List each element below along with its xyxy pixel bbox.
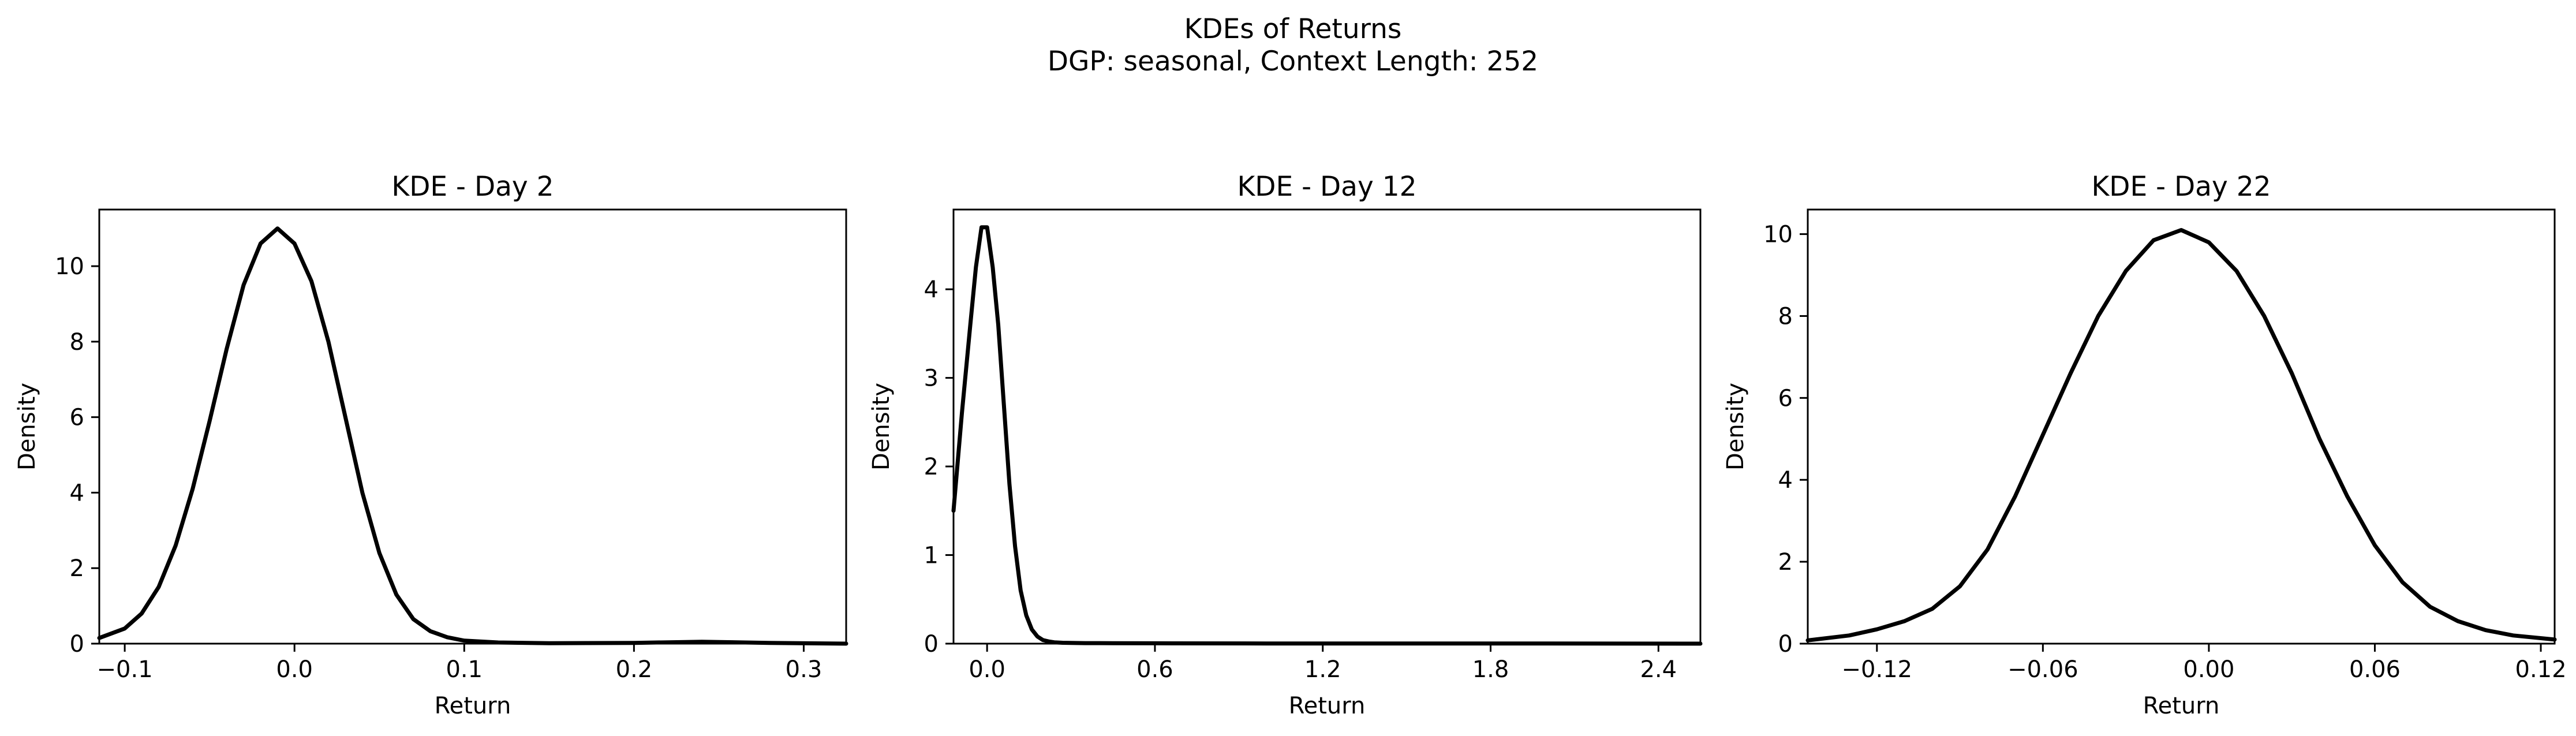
panel-title: KDE - Day 12 (1237, 171, 1416, 203)
y-tick-label: 4 (70, 480, 84, 506)
y-tick-label: 0 (1778, 631, 1793, 657)
x-tick-label: 0.3 (786, 656, 822, 683)
x-axis-label: Return (435, 693, 511, 719)
x-tick-label: 1.2 (1304, 656, 1341, 683)
x-tick-label: 0.12 (2515, 656, 2567, 683)
x-tick-label: 0.6 (1136, 656, 1173, 683)
y-tick-label: 2 (70, 555, 84, 582)
y-tick-label: 1 (924, 543, 939, 569)
y-tick-label: 6 (70, 405, 84, 431)
y-tick-label: 8 (1778, 303, 1793, 330)
y-tick-label: 4 (924, 277, 939, 303)
x-tick-label: 0.0 (969, 656, 1005, 683)
figure-title-line1: KDEs of Returns (1184, 13, 1402, 45)
y-tick-label: 0 (924, 631, 939, 657)
x-tick-label: 0.1 (446, 656, 483, 683)
x-tick-label: 0.0 (276, 656, 313, 683)
axes-frame (952, 208, 1702, 645)
y-tick-label: 2 (1778, 549, 1793, 576)
axes-frame (98, 208, 847, 645)
x-axis-label: Return (1289, 693, 1366, 719)
figure-title-line2: DGP: seasonal, Context Length: 252 (1048, 46, 1538, 77)
kde-panel-day-2: KDE - Day 2 −0.1 0.0 0.1 0.2 0.3 0 2 4 6 8 10 Return… (14, 171, 848, 719)
y-axis-label: Density (1722, 383, 1749, 470)
y-axis-label: Density (868, 383, 895, 470)
y-tick-label: 6 (1778, 385, 1793, 412)
panel-title: KDE - Day 22 (2091, 171, 2271, 203)
x-tick-label: 0.2 (616, 656, 653, 683)
kde-curve (1805, 228, 2557, 642)
x-tick-label: 0.06 (2349, 656, 2401, 683)
y-tick-label: 0 (70, 631, 84, 657)
x-axis-label: Return (2143, 693, 2220, 719)
x-tick-label: −0.1 (97, 656, 153, 683)
kde-curve (951, 225, 1703, 646)
x-tick-label: 0.00 (2183, 656, 2234, 683)
kde-curve (97, 226, 848, 646)
x-tick-label: −0.12 (1842, 656, 1913, 683)
axes-frame (1807, 208, 2556, 645)
x-tick-label: 2.4 (1640, 656, 1677, 683)
kde-panel-day-22: KDE - Day 22 −0.12 −0.06 0.00 0.06 0.12 0 2 4 6 8 1… (1722, 171, 2567, 719)
y-tick-label: 10 (55, 253, 84, 280)
x-tick-label: 1.8 (1472, 656, 1509, 683)
panel-title: KDE - Day 2 (391, 171, 554, 203)
kde-panel-day-12: KDE - Day 12 0.0 0.6 1.2 1.8 2.4 0 1 2 3 4 Return De… (868, 171, 1703, 719)
y-tick-label: 2 (924, 454, 939, 480)
y-tick-label: 4 (1778, 467, 1793, 494)
y-tick-label: 8 (70, 329, 84, 356)
y-tick-label: 3 (924, 365, 939, 392)
x-tick-label: −0.06 (2007, 656, 2078, 683)
y-tick-label: 10 (1763, 222, 1793, 248)
y-axis-label: Density (14, 383, 40, 470)
